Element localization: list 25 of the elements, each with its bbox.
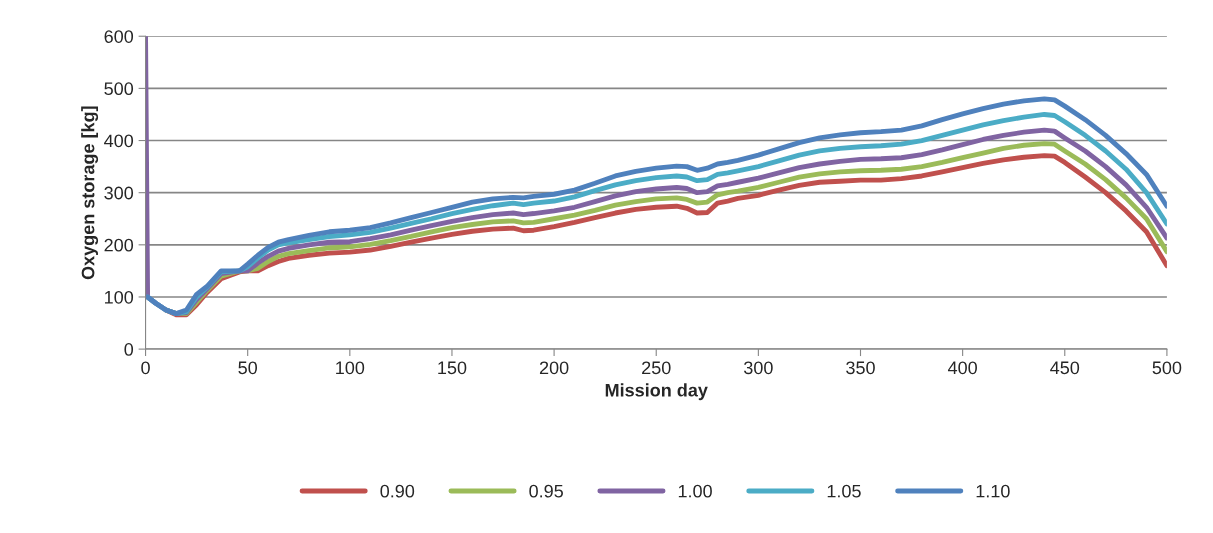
y-tick-label: 0 — [124, 343, 134, 356]
x-tick-label: 250 — [642, 361, 671, 375]
y-tick-label: 300 — [104, 186, 134, 200]
x-tick-label: 500 — [1152, 361, 1182, 375]
y-tick-label: 500 — [104, 82, 134, 96]
x-tick-label: 50 — [238, 361, 258, 375]
x-tick-label: 400 — [947, 361, 977, 375]
x-tick-label: 150 — [438, 361, 467, 375]
x-axis-title: Mission day — [605, 383, 708, 401]
y-tick-label: 600 — [104, 30, 134, 43]
x-tick-label: 450 — [1050, 361, 1080, 375]
x-tick-label: 200 — [539, 361, 569, 375]
x-tick-label: 300 — [744, 361, 773, 375]
legend-label: 0.90 — [380, 484, 415, 498]
x-tick-label: 0 — [141, 361, 150, 375]
legend-label: 1.10 — [976, 484, 1010, 498]
x-tick-label: 350 — [846, 361, 875, 375]
legend-label: 1.00 — [678, 484, 712, 498]
y-axis-title: Oxygen storage [kg] — [81, 106, 99, 280]
y-tick-label: 200 — [104, 238, 134, 252]
x-tick-label: 100 — [336, 361, 365, 375]
y-tick-label: 100 — [105, 290, 134, 304]
y-tick-label: 400 — [104, 134, 134, 148]
legend-label: 1.05 — [827, 484, 861, 498]
legend-label: 0.95 — [529, 484, 563, 498]
